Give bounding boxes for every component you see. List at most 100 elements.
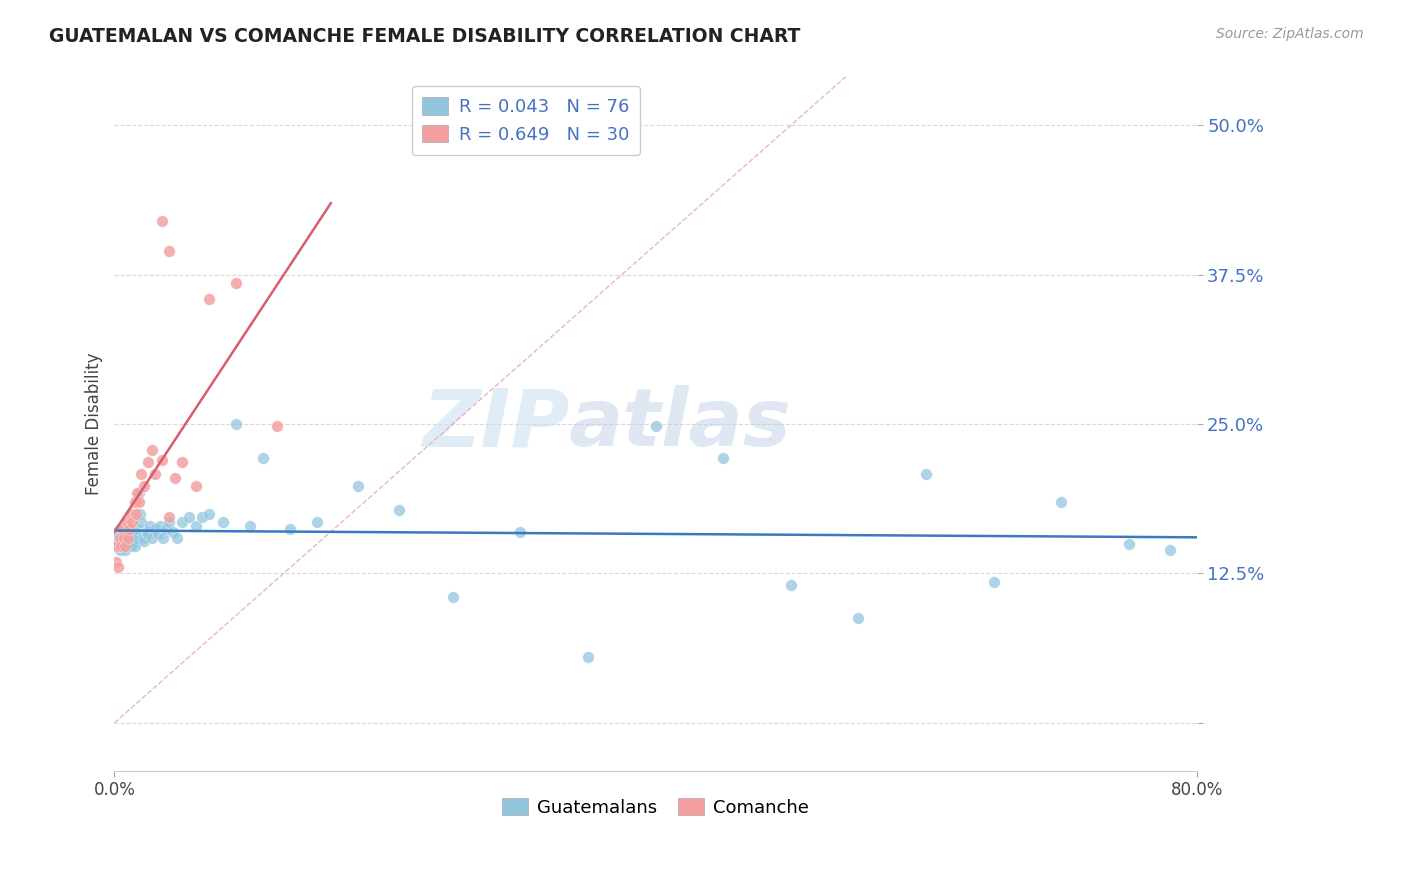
Point: [177, 510, 200, 524]
Point: [198, 507, 221, 521]
Point: [387, 503, 409, 517]
Point: [104, 531, 127, 545]
Point: [131, 515, 153, 529]
Point: [146, 527, 169, 541]
Point: [111, 539, 134, 553]
Point: [117, 531, 139, 545]
Point: [107, 534, 129, 549]
Point: [105, 524, 128, 539]
Point: [110, 533, 132, 547]
Point: [170, 515, 193, 529]
Point: [125, 531, 148, 545]
Point: [150, 214, 173, 228]
Point: [108, 522, 131, 536]
Point: [134, 479, 156, 493]
Point: [157, 510, 180, 524]
Point: [117, 522, 139, 536]
Text: atlas: atlas: [569, 385, 792, 463]
Point: [112, 533, 135, 547]
Point: [576, 650, 599, 665]
Point: [117, 531, 139, 545]
Point: [136, 455, 159, 469]
Point: [121, 536, 143, 550]
Point: [107, 527, 129, 541]
Point: [143, 522, 166, 536]
Point: [115, 515, 138, 529]
Point: [115, 536, 138, 550]
Point: [150, 453, 173, 467]
Point: [114, 542, 136, 557]
Point: [122, 534, 145, 549]
Point: [644, 419, 666, 434]
Point: [112, 527, 135, 541]
Point: [117, 539, 139, 553]
Point: [107, 560, 129, 574]
Point: [132, 531, 155, 545]
Point: [184, 479, 207, 493]
Point: [136, 527, 159, 541]
Point: [121, 524, 143, 539]
Point: [134, 534, 156, 549]
Point: [110, 536, 132, 550]
Point: [124, 495, 146, 509]
Point: [120, 539, 142, 553]
Point: [124, 527, 146, 541]
Point: [127, 486, 149, 500]
Text: Source: ZipAtlas.com: Source: ZipAtlas.com: [1216, 27, 1364, 41]
Point: [141, 443, 163, 458]
Point: [141, 531, 163, 545]
Point: [118, 527, 141, 541]
Point: [191, 510, 214, 524]
Point: [347, 479, 370, 493]
Point: [118, 522, 141, 536]
Point: [152, 531, 174, 545]
Point: [129, 507, 152, 521]
Point: [143, 467, 166, 482]
Point: [170, 455, 193, 469]
Point: [915, 467, 938, 482]
Point: [114, 531, 136, 545]
Point: [155, 522, 177, 536]
Point: [110, 528, 132, 542]
Point: [266, 419, 288, 434]
Point: [131, 467, 153, 482]
Point: [112, 531, 135, 545]
Point: [1050, 495, 1073, 509]
Point: [127, 522, 149, 536]
Point: [509, 524, 531, 539]
Point: [1118, 536, 1140, 550]
Point: [225, 417, 247, 431]
Legend: Guatemalans, Comanche: Guatemalans, Comanche: [495, 791, 815, 824]
Y-axis label: Female Disability: Female Disability: [86, 353, 103, 495]
Point: [162, 524, 184, 539]
Point: [128, 486, 150, 500]
Point: [105, 539, 128, 553]
Point: [114, 522, 136, 536]
Point: [110, 539, 132, 553]
Point: [118, 534, 141, 549]
Point: [211, 515, 233, 529]
Point: [128, 495, 150, 509]
Point: [105, 539, 128, 553]
Point: [252, 450, 274, 465]
Point: [111, 524, 134, 539]
Point: [120, 531, 142, 545]
Point: [135, 524, 157, 539]
Point: [138, 518, 160, 533]
Point: [441, 591, 464, 605]
Point: [157, 515, 180, 529]
Point: [115, 528, 138, 542]
Point: [779, 578, 801, 592]
Point: [124, 539, 146, 553]
Point: [166, 531, 188, 545]
Text: GUATEMALAN VS COMANCHE FEMALE DISABILITY CORRELATION CHART: GUATEMALAN VS COMANCHE FEMALE DISABILITY…: [49, 27, 800, 45]
Point: [111, 522, 134, 536]
Point: [184, 518, 207, 533]
Point: [711, 450, 734, 465]
Point: [239, 518, 262, 533]
Point: [149, 518, 172, 533]
Point: [121, 515, 143, 529]
Point: [165, 471, 187, 485]
Point: [122, 531, 145, 545]
Point: [225, 276, 247, 290]
